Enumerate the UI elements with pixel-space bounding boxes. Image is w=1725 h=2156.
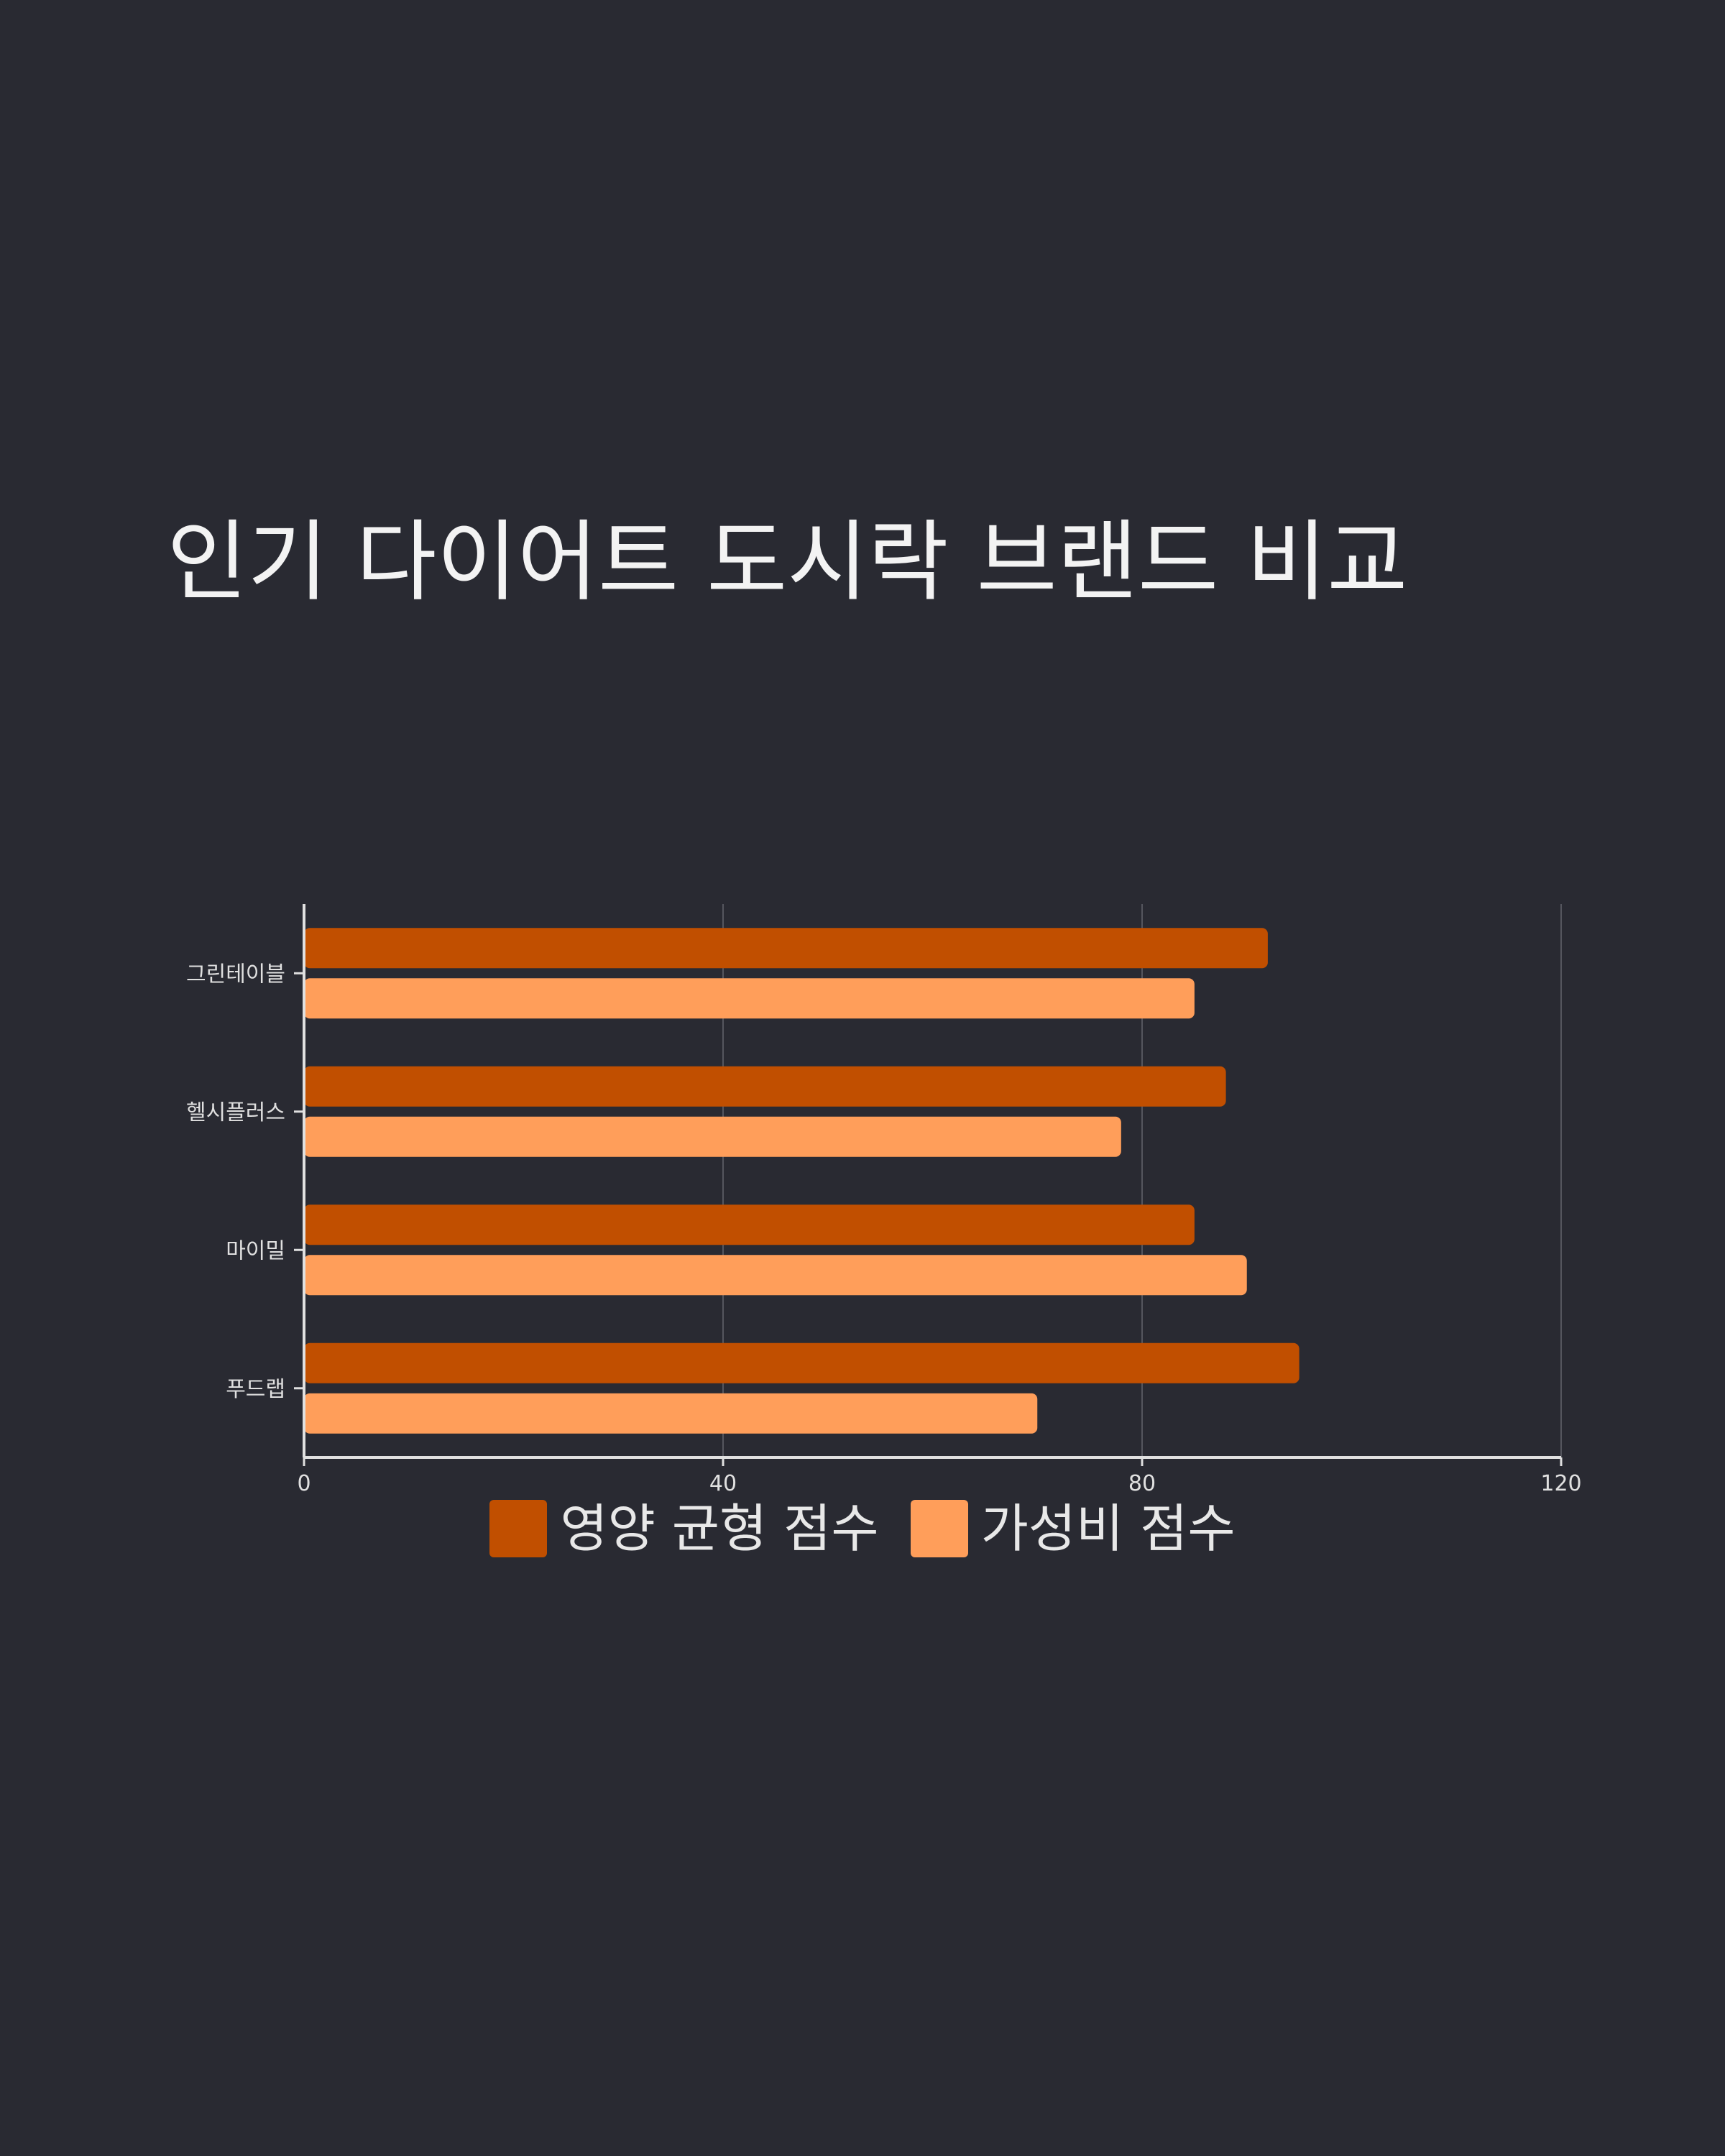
y-tick-label: 헬시플러스 — [186, 1100, 285, 1125]
bar-nutrition-1 — [304, 1066, 1226, 1107]
legend-item-nutrition[interactable]: 영양 균형 점수 — [489, 1496, 879, 1561]
y-tick-label: 그린테이블 — [186, 962, 285, 987]
x-tick-label: 0 — [297, 1471, 310, 1496]
bar-value-0 — [304, 978, 1195, 1019]
legend-swatch-nutrition — [489, 1500, 548, 1557]
x-tick-label: 80 — [1128, 1471, 1156, 1496]
bar-nutrition-2 — [304, 1204, 1195, 1245]
legend-item-value[interactable]: 가성비 점수 — [910, 1496, 1236, 1561]
legend-label-value: 가성비 점수 — [980, 1498, 1236, 1559]
legend-swatch-value — [910, 1500, 968, 1557]
bar-nutrition-0 — [304, 928, 1268, 969]
bars — [304, 928, 1300, 1434]
legend: 영양 균형 점수 가성비 점수 — [0, 1496, 1725, 1561]
x-tick-label: 120 — [1540, 1471, 1581, 1496]
legend-label-nutrition: 영양 균형 점수 — [560, 1498, 879, 1559]
x-tick-label: 40 — [709, 1471, 737, 1496]
chart-title: 인기 다이어트 도시락 브랜드 비교 — [167, 511, 1408, 613]
y-tick-label: 푸드랩 — [226, 1377, 285, 1402]
bar-value-3 — [304, 1393, 1038, 1434]
y-tick-label: 마이밀 — [226, 1238, 285, 1263]
bar-nutrition-3 — [304, 1342, 1300, 1383]
bar-value-2 — [304, 1255, 1247, 1296]
bar-value-1 — [304, 1116, 1121, 1157]
